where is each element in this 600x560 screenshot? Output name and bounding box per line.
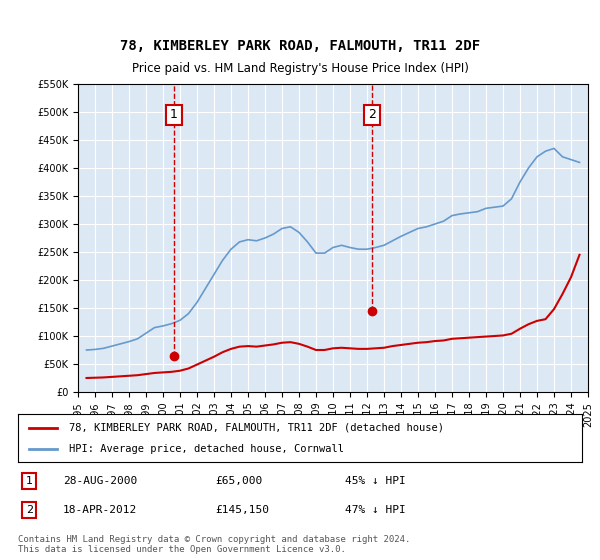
Text: 2: 2 [26, 505, 33, 515]
Text: 1: 1 [170, 108, 178, 122]
Text: 1: 1 [26, 476, 33, 486]
Text: 28-AUG-2000: 28-AUG-2000 [63, 476, 137, 486]
Text: £145,150: £145,150 [215, 505, 269, 515]
Text: £65,000: £65,000 [215, 476, 263, 486]
Text: 78, KIMBERLEY PARK ROAD, FALMOUTH, TR11 2DF: 78, KIMBERLEY PARK ROAD, FALMOUTH, TR11 … [120, 39, 480, 53]
Text: 47% ↓ HPI: 47% ↓ HPI [345, 505, 406, 515]
Text: Price paid vs. HM Land Registry's House Price Index (HPI): Price paid vs. HM Land Registry's House … [131, 62, 469, 74]
Text: 45% ↓ HPI: 45% ↓ HPI [345, 476, 406, 486]
Text: 78, KIMBERLEY PARK ROAD, FALMOUTH, TR11 2DF (detached house): 78, KIMBERLEY PARK ROAD, FALMOUTH, TR11 … [69, 423, 444, 433]
Text: 18-APR-2012: 18-APR-2012 [63, 505, 137, 515]
Text: Contains HM Land Registry data © Crown copyright and database right 2024.
This d: Contains HM Land Registry data © Crown c… [18, 535, 410, 554]
Text: HPI: Average price, detached house, Cornwall: HPI: Average price, detached house, Corn… [69, 444, 344, 454]
Text: 2: 2 [368, 108, 376, 122]
